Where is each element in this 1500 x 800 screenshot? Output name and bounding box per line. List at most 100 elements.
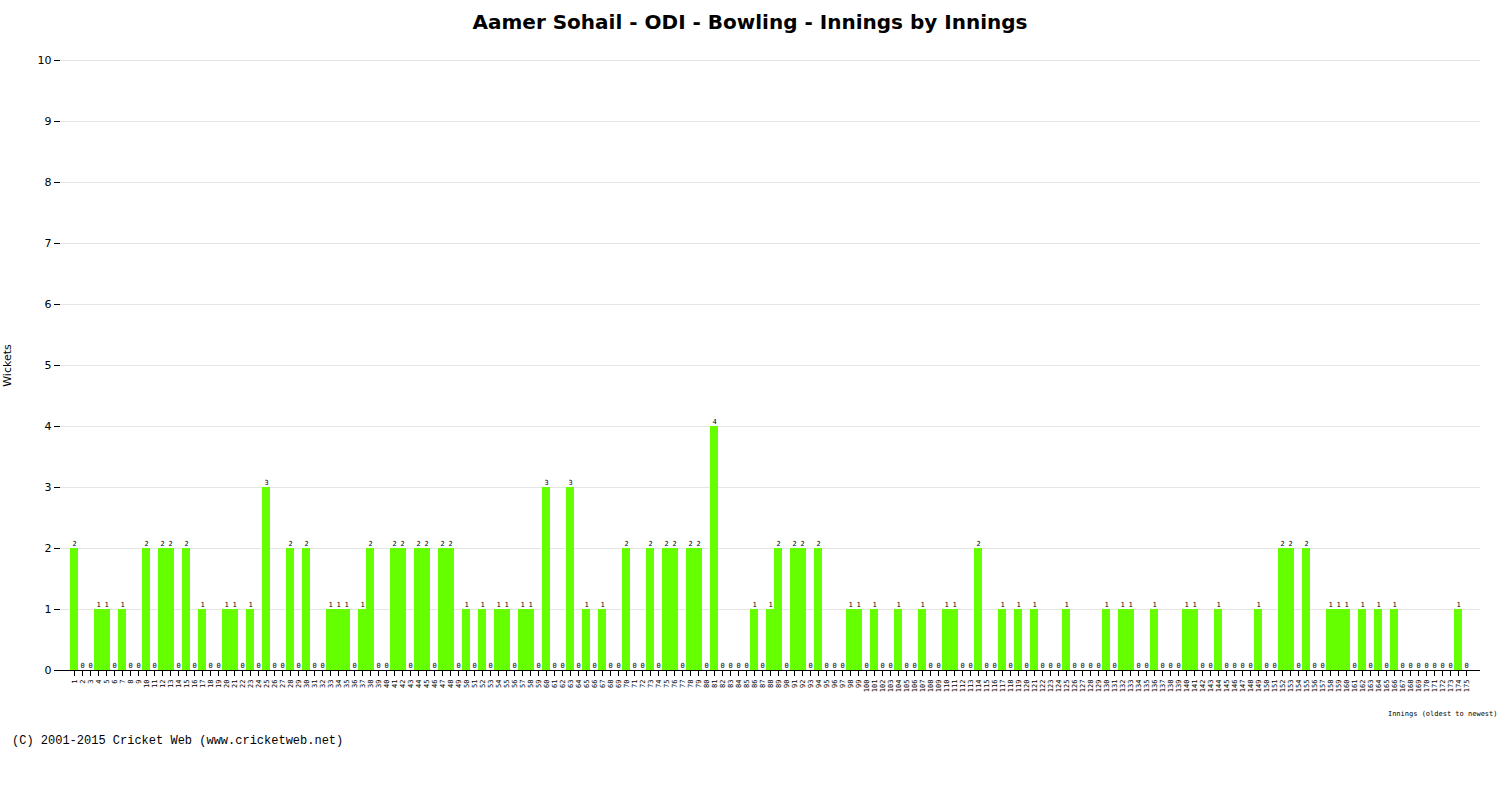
svg-text:147: 147: [1239, 680, 1247, 693]
svg-text:2: 2: [1304, 540, 1308, 548]
svg-text:22: 22: [239, 680, 247, 688]
svg-text:0: 0: [736, 662, 740, 670]
svg-text:21: 21: [231, 680, 239, 688]
svg-text:0: 0: [1448, 662, 1452, 670]
svg-text:10: 10: [143, 680, 151, 688]
svg-text:0: 0: [296, 662, 300, 670]
svg-text:0: 0: [512, 662, 516, 670]
svg-text:2: 2: [792, 540, 796, 548]
svg-text:62: 62: [559, 680, 567, 688]
svg-text:1: 1: [520, 601, 524, 609]
svg-text:0: 0: [152, 662, 156, 670]
svg-text:12: 12: [159, 680, 167, 688]
svg-text:0: 0: [576, 662, 580, 670]
svg-text:0: 0: [1464, 662, 1468, 670]
svg-text:32: 32: [319, 680, 327, 688]
svg-text:1: 1: [200, 601, 204, 609]
svg-text:0: 0: [1416, 662, 1420, 670]
svg-text:108: 108: [927, 680, 935, 693]
svg-text:162: 162: [1359, 680, 1367, 693]
svg-text:81: 81: [711, 680, 719, 688]
svg-text:2: 2: [184, 540, 188, 548]
svg-text:54: 54: [495, 680, 503, 688]
svg-text:16: 16: [191, 680, 199, 688]
svg-text:1: 1: [45, 603, 52, 616]
svg-text:152: 152: [1279, 680, 1287, 693]
svg-text:115: 115: [983, 680, 991, 693]
svg-text:84: 84: [735, 680, 743, 688]
svg-text:1: 1: [1120, 601, 1124, 609]
svg-text:11: 11: [151, 680, 159, 688]
svg-text:9: 9: [135, 680, 143, 684]
svg-text:0: 0: [88, 662, 92, 670]
svg-text:96: 96: [831, 680, 839, 688]
svg-text:2: 2: [976, 540, 980, 548]
svg-text:8: 8: [127, 680, 135, 684]
svg-text:0: 0: [904, 662, 908, 670]
svg-text:1: 1: [528, 601, 532, 609]
svg-text:1: 1: [232, 601, 236, 609]
svg-text:1: 1: [920, 601, 924, 609]
svg-text:120: 120: [1023, 680, 1031, 693]
svg-text:31: 31: [311, 680, 319, 688]
svg-text:45: 45: [423, 680, 431, 688]
svg-text:99: 99: [855, 680, 863, 688]
svg-text:1: 1: [336, 601, 340, 609]
svg-text:0: 0: [1168, 662, 1172, 670]
svg-text:41: 41: [391, 680, 399, 688]
svg-text:49: 49: [455, 680, 463, 688]
svg-text:1: 1: [952, 601, 956, 609]
svg-text:0: 0: [1112, 662, 1116, 670]
svg-text:39: 39: [375, 680, 383, 688]
svg-text:0: 0: [472, 662, 476, 670]
svg-text:97: 97: [839, 680, 847, 688]
svg-text:0: 0: [1400, 662, 1404, 670]
svg-text:141: 141: [1191, 680, 1199, 693]
svg-text:1: 1: [872, 601, 876, 609]
svg-text:93: 93: [807, 680, 815, 688]
svg-text:94: 94: [815, 680, 823, 688]
svg-text:38: 38: [367, 680, 375, 688]
svg-text:101: 101: [871, 680, 879, 693]
svg-text:2: 2: [72, 540, 76, 548]
svg-text:1: 1: [1016, 601, 1020, 609]
svg-text:0: 0: [1240, 662, 1244, 670]
svg-text:64: 64: [575, 680, 583, 688]
svg-text:2: 2: [648, 540, 652, 548]
svg-text:1: 1: [1128, 601, 1132, 609]
svg-text:0: 0: [536, 662, 540, 670]
svg-text:0: 0: [136, 662, 140, 670]
svg-text:113: 113: [967, 680, 975, 693]
svg-text:172: 172: [1439, 680, 1447, 693]
svg-text:0: 0: [208, 662, 212, 670]
svg-text:163: 163: [1367, 680, 1375, 693]
svg-text:51: 51: [471, 680, 479, 688]
svg-text:47: 47: [439, 680, 447, 688]
svg-text:0: 0: [1160, 662, 1164, 670]
svg-text:122: 122: [1039, 680, 1047, 693]
svg-text:127: 127: [1079, 680, 1087, 693]
svg-text:126: 126: [1071, 680, 1079, 693]
svg-text:1: 1: [1344, 601, 1348, 609]
svg-text:165: 165: [1383, 680, 1391, 693]
svg-text:71: 71: [631, 680, 639, 688]
svg-text:3: 3: [544, 479, 548, 487]
svg-text:0: 0: [616, 662, 620, 670]
svg-text:60: 60: [543, 680, 551, 688]
svg-text:167: 167: [1399, 680, 1407, 693]
svg-text:0: 0: [1432, 662, 1436, 670]
svg-text:1: 1: [496, 601, 500, 609]
svg-text:111: 111: [951, 680, 959, 693]
svg-text:1: 1: [944, 601, 948, 609]
svg-text:8: 8: [45, 176, 52, 189]
svg-text:0: 0: [408, 662, 412, 670]
svg-text:154: 154: [1295, 680, 1303, 693]
svg-text:9: 9: [45, 115, 52, 128]
svg-text:0: 0: [824, 662, 828, 670]
svg-text:4: 4: [45, 420, 52, 433]
svg-text:0: 0: [128, 662, 132, 670]
svg-text:70: 70: [623, 680, 631, 688]
svg-text:26: 26: [271, 680, 279, 688]
svg-text:0: 0: [192, 662, 196, 670]
svg-text:0: 0: [1368, 662, 1372, 670]
